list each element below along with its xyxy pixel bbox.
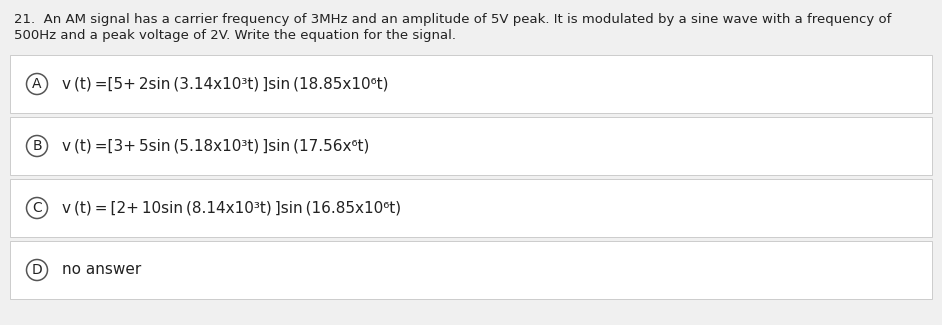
Circle shape <box>26 198 47 218</box>
Circle shape <box>26 136 47 157</box>
FancyBboxPatch shape <box>10 241 932 299</box>
Text: v (t) =[5+ 2sin (3.14x10³t) ]sin (18.85x10⁶t): v (t) =[5+ 2sin (3.14x10³t) ]sin (18.85x… <box>62 76 388 92</box>
FancyBboxPatch shape <box>10 55 932 113</box>
Text: C: C <box>32 201 41 215</box>
Text: no answer: no answer <box>62 263 141 278</box>
Text: B: B <box>32 139 41 153</box>
Circle shape <box>26 73 47 95</box>
Text: v (t) = [2+ 10sin (8.14x10³t) ]sin (16.85x10⁶t): v (t) = [2+ 10sin (8.14x10³t) ]sin (16.8… <box>62 201 401 215</box>
Text: 500Hz and a peak voltage of 2V. Write the equation for the signal.: 500Hz and a peak voltage of 2V. Write th… <box>14 29 456 42</box>
Text: v (t) =[3+ 5sin (5.18x10³t) ]sin (17.56x⁶t): v (t) =[3+ 5sin (5.18x10³t) ]sin (17.56x… <box>62 138 369 153</box>
FancyBboxPatch shape <box>10 179 932 237</box>
Text: A: A <box>32 77 41 91</box>
Text: 21.  An AM signal has a carrier frequency of 3MHz and an amplitude of 5V peak. I: 21. An AM signal has a carrier frequency… <box>14 13 891 26</box>
Circle shape <box>26 259 47 280</box>
Text: D: D <box>32 263 42 277</box>
FancyBboxPatch shape <box>10 117 932 175</box>
